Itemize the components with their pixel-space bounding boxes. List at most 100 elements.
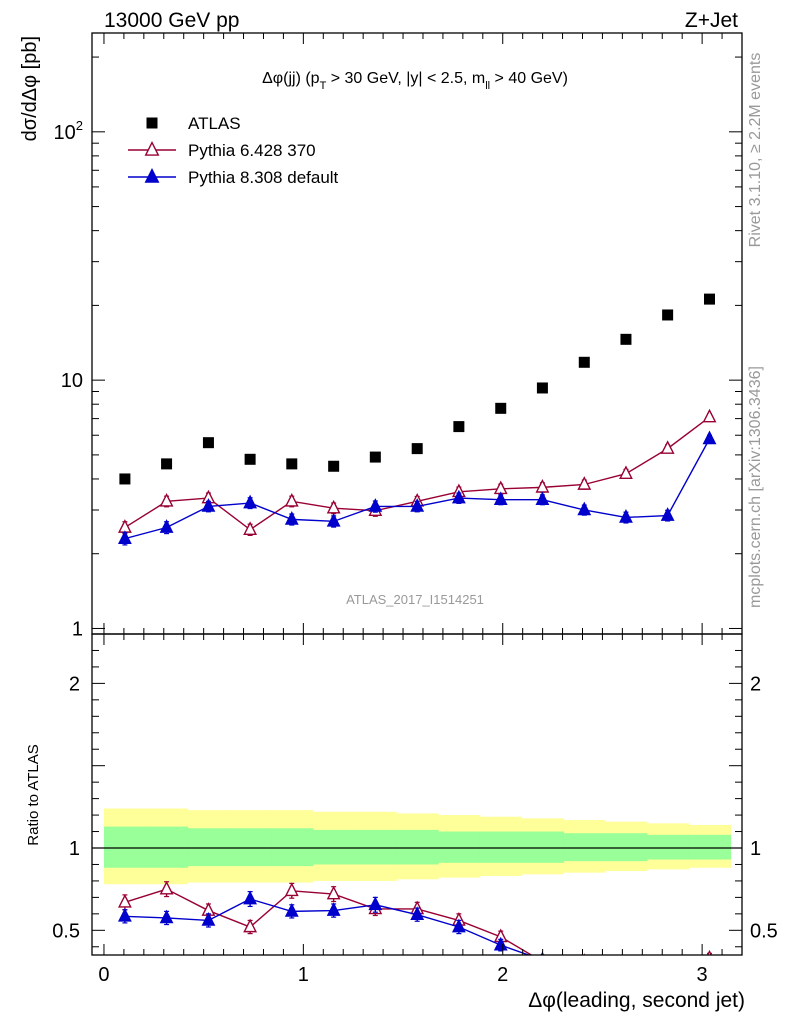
main-point-triangle [159, 519, 174, 533]
main-point-triangle [619, 465, 633, 480]
legend-label: Pythia 6.428 370 [188, 141, 316, 160]
main-point-square [161, 458, 173, 470]
ratio-y-tick-label-right: 0.5 [750, 920, 778, 942]
x-tick-label: 3 [697, 964, 708, 986]
main-y-tick-label: 1 [72, 618, 83, 640]
green-band-segment [229, 828, 272, 867]
green-band-segment [103, 826, 147, 868]
green-band-segment [312, 829, 356, 865]
main-point-triangle [243, 521, 258, 535]
green-band-segment [479, 831, 523, 863]
ratio-point-triangle [117, 893, 132, 908]
main-point-triangle [493, 491, 508, 506]
main-point-triangle [159, 492, 174, 507]
ratio-point-triangle [159, 909, 174, 924]
main-point-triangle [702, 430, 717, 445]
main-point-triangle [535, 478, 550, 493]
x-tick-label: 0 [98, 964, 109, 986]
ratio-point-triangle [620, 958, 632, 969]
main-point-square [495, 402, 507, 414]
header-collision-label: 13000 GeV pp [104, 9, 239, 32]
green-band-segment [271, 828, 314, 867]
ratio-y-axis-label: Ratio to ATLAS [25, 744, 42, 845]
x-axis-label: Δφ(leading, second jet) [528, 989, 745, 1012]
main-point-triangle [619, 509, 633, 523]
ratio-point-triangle [243, 918, 258, 933]
main-point-triangle [284, 510, 299, 525]
legend-label: ATLAS [188, 114, 241, 133]
main-point-square [202, 437, 214, 449]
ratio-uncertainty-bands [92, 808, 742, 885]
header-process-label: Z+Jet [685, 9, 738, 32]
main-line-1 [124, 416, 710, 531]
green-band-segment [187, 828, 230, 867]
main-point-square [411, 443, 423, 455]
main-point-triangle [535, 491, 550, 506]
main-point-triangle [201, 498, 216, 512]
main-point-square [369, 451, 381, 463]
ratio-point-triangle [579, 965, 591, 976]
main-series-group [117, 293, 717, 546]
ratio-point-triangle [706, 949, 713, 955]
ratio-y-tick-label-right: 1 [750, 838, 761, 860]
ratio-point-triangle [368, 896, 383, 911]
main-point-triangle [368, 498, 383, 512]
ratio-point-triangle [326, 902, 341, 916]
ratio-line-0 [124, 888, 533, 955]
ratio-point-triangle [541, 953, 544, 955]
main-point-triangle [243, 494, 258, 509]
legend-marker-triangle [144, 168, 160, 183]
ratio-point-triangle [117, 907, 132, 922]
main-point-triangle [326, 512, 341, 527]
ratio-point-triangle [410, 906, 425, 920]
green-band-segment [396, 829, 439, 865]
main-y-axis-label: dσ/dΔφ [pb] [19, 36, 41, 141]
ratio-point-triangle [493, 936, 508, 951]
main-point-triangle [660, 507, 675, 521]
rivet-version-label: Rivet 3.1.10, ≥ 2.2M events [747, 53, 764, 248]
legend: ATLAS Pythia 6.428 370 Pythia 8.308 defaul… [128, 114, 339, 187]
ratio-point-triangle [583, 953, 586, 955]
main-point-square [286, 458, 298, 470]
ratio-point-triangle [620, 975, 632, 986]
main-point-triangle [410, 498, 425, 512]
green-band-segment [438, 831, 481, 863]
main-point-square [119, 473, 131, 485]
main-point-square [662, 309, 674, 321]
mcplots-reference-label: mcplots.cern.ch [arXiv:1306.3436] [747, 366, 764, 608]
legend-label: Pythia 8.308 default [188, 168, 339, 187]
ratio-y-tick-label-left: 1 [69, 838, 80, 860]
main-plot-title: Δφ(jj) (pT > 30 GeV, |y| < 2.5, mll > 40… [262, 70, 568, 92]
axis-ticks: 0 1 2 3 1 10 102 0.5 0.5 1 1 2 2 [52, 33, 778, 986]
ratio-panel-frame [91, 633, 743, 956]
main-point-triangle [117, 530, 132, 544]
legend-marker-triangle [144, 141, 160, 156]
ratio-point-triangle [451, 918, 466, 933]
main-point-triangle [577, 476, 592, 490]
ratio-point-triangle [201, 912, 216, 926]
ratio-y-tick-label-left: 0.5 [52, 920, 80, 942]
main-point-triangle [577, 501, 592, 516]
ratio-y-tick-label-right: 2 [750, 673, 761, 695]
x-tick-label: 2 [497, 964, 508, 986]
main-y-tick-label: 102 [54, 118, 83, 144]
main-point-triangle [451, 489, 466, 504]
green-band-segment [605, 833, 648, 862]
ratio-y-tick-label-left: 2 [69, 673, 80, 695]
main-point-square [704, 293, 715, 305]
main-point-square [328, 460, 340, 472]
main-point-triangle [660, 440, 675, 454]
main-point-square [244, 453, 256, 465]
ratio-series-group [117, 880, 713, 986]
main-point-square [578, 356, 590, 368]
main-point-triangle [326, 499, 341, 514]
green-band-segment [563, 833, 606, 862]
ratio-point-triangle [326, 885, 341, 900]
main-point-square [536, 382, 548, 394]
main-point-triangle [284, 492, 299, 507]
main-point-square [453, 421, 465, 433]
ratio-point-triangle [284, 903, 299, 917]
green-band-segment [354, 829, 397, 865]
ratio-point-triangle [159, 880, 174, 895]
